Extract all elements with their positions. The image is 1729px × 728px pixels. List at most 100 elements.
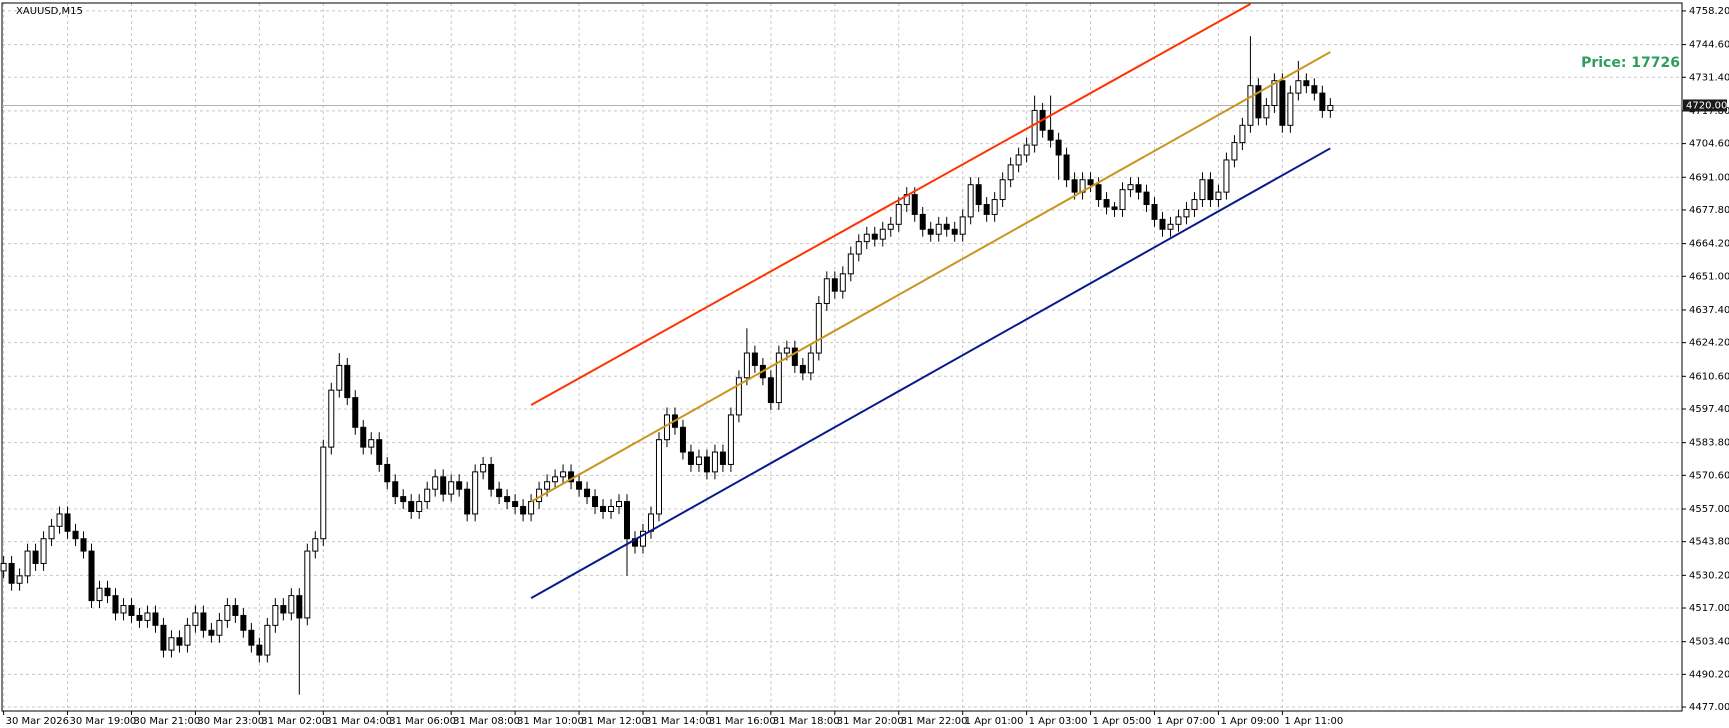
candle-body: [336, 364, 343, 391]
candle-body: [1119, 189, 1126, 210]
candle-body: [1175, 216, 1182, 225]
y-tick-label: 4477.00: [1689, 702, 1729, 713]
candle-body: [544, 481, 551, 490]
candle-body: [168, 637, 175, 651]
candle-body: [687, 451, 694, 465]
candle-body: [256, 644, 263, 656]
candle-body: [1215, 191, 1222, 201]
y-tick-label: 4704.60: [1689, 139, 1729, 150]
candle-body: [160, 624, 167, 651]
candle-body: [184, 624, 191, 646]
y-tick-label: 4490.20: [1689, 669, 1729, 680]
candle-body: [1231, 142, 1238, 161]
candle-body: [104, 587, 111, 597]
candle-body: [919, 213, 926, 230]
candle-body: [1247, 85, 1254, 126]
candle-body: [991, 199, 998, 215]
candle-body: [8, 562, 15, 584]
candle-body: [1279, 80, 1286, 126]
candle-body: [320, 446, 327, 540]
y-tick-label: 4597.40: [1689, 404, 1729, 415]
candle-body: [1159, 218, 1166, 230]
candle-body: [1167, 223, 1174, 230]
candle-body: [679, 426, 686, 453]
candle-body: [56, 513, 63, 527]
x-tick-label: 31 Mar 06:00: [389, 716, 456, 727]
x-tick-label: 31 Mar 18:00: [773, 716, 840, 727]
y-tick-label: 4517.00: [1689, 603, 1729, 614]
y-tick-label: 4731.40: [1689, 72, 1729, 83]
x-tick-label: 30 Mar 23:00: [197, 716, 264, 727]
candle-body: [72, 530, 79, 540]
candle-body: [1095, 184, 1102, 201]
candle-body: [695, 456, 702, 465]
candle-body: [0, 562, 7, 572]
candle-body: [280, 605, 287, 614]
x-tick-label: 30 Mar 19:00: [70, 716, 137, 727]
candle-body: [839, 273, 846, 292]
candle-body: [719, 451, 726, 465]
candle-body: [767, 377, 774, 404]
candle-body: [1063, 154, 1070, 181]
y-tick-label: 4744.60: [1689, 40, 1729, 51]
candle-body: [40, 538, 47, 564]
candle-body: [1191, 199, 1198, 210]
chart-title: XAUUSD,M15: [16, 6, 83, 17]
candle-body: [368, 439, 375, 448]
candle-body: [751, 352, 758, 366]
candle-body: [1007, 164, 1014, 181]
y-tick-label: 4677.80: [1689, 205, 1729, 216]
y-tick-label: 4530.20: [1689, 570, 1729, 581]
candle-body: [240, 614, 247, 631]
candle-body: [1271, 80, 1278, 106]
candle-body: [887, 223, 894, 230]
candle-body: [1287, 92, 1294, 126]
candle-body: [727, 414, 734, 465]
candle-body: [344, 364, 351, 399]
y-tick-label: 4610.60: [1689, 371, 1729, 382]
candle-body: [1071, 179, 1078, 193]
x-tick-label: 31 Mar 08:00: [453, 716, 520, 727]
y-tick-label: 4624.20: [1689, 338, 1729, 349]
candle-body: [96, 587, 103, 602]
candle-body: [951, 228, 958, 235]
candle-body: [88, 550, 95, 602]
y-tick-label: 4691.00: [1689, 172, 1729, 183]
candle-body: [1127, 184, 1134, 191]
x-tick-label: 31 Mar 12:00: [581, 716, 648, 727]
candle-body: [600, 506, 607, 512]
candle-body: [24, 550, 31, 577]
candle-body: [472, 471, 479, 515]
candle-body: [216, 619, 223, 636]
candle-body: [1255, 85, 1262, 119]
candle-body: [616, 501, 623, 508]
x-tick-label: 1 Apr 03:00: [1029, 716, 1088, 727]
x-tick-label: 1 Apr 01:00: [965, 716, 1024, 727]
candle-body: [328, 389, 335, 448]
candle-body: [64, 513, 71, 532]
channel-line: [530, 147, 1331, 599]
candle-body: [456, 481, 463, 490]
x-tick-label: 1 Apr 05:00: [1093, 716, 1152, 727]
candle-body: [1327, 104, 1334, 111]
x-tick-label: 30 Mar 2026: [6, 716, 69, 727]
candle-body: [1239, 124, 1246, 144]
y-tick-label: 4570.60: [1689, 470, 1729, 481]
candle-body: [999, 179, 1006, 201]
candle-body: [935, 223, 942, 235]
candle-body: [224, 605, 231, 621]
candle-body: [480, 463, 487, 473]
candle-body: [192, 612, 199, 626]
candle-body: [815, 303, 822, 354]
candle-body: [783, 347, 790, 354]
candle-body: [504, 496, 511, 503]
candle-body: [1087, 179, 1094, 186]
candle-body: [1223, 159, 1230, 193]
x-tick-label: 31 Mar 20:00: [837, 716, 904, 727]
plot-frame: [1, 2, 1683, 712]
candle-body: [655, 439, 662, 515]
candle-body: [248, 629, 255, 646]
candle-body: [743, 352, 750, 379]
